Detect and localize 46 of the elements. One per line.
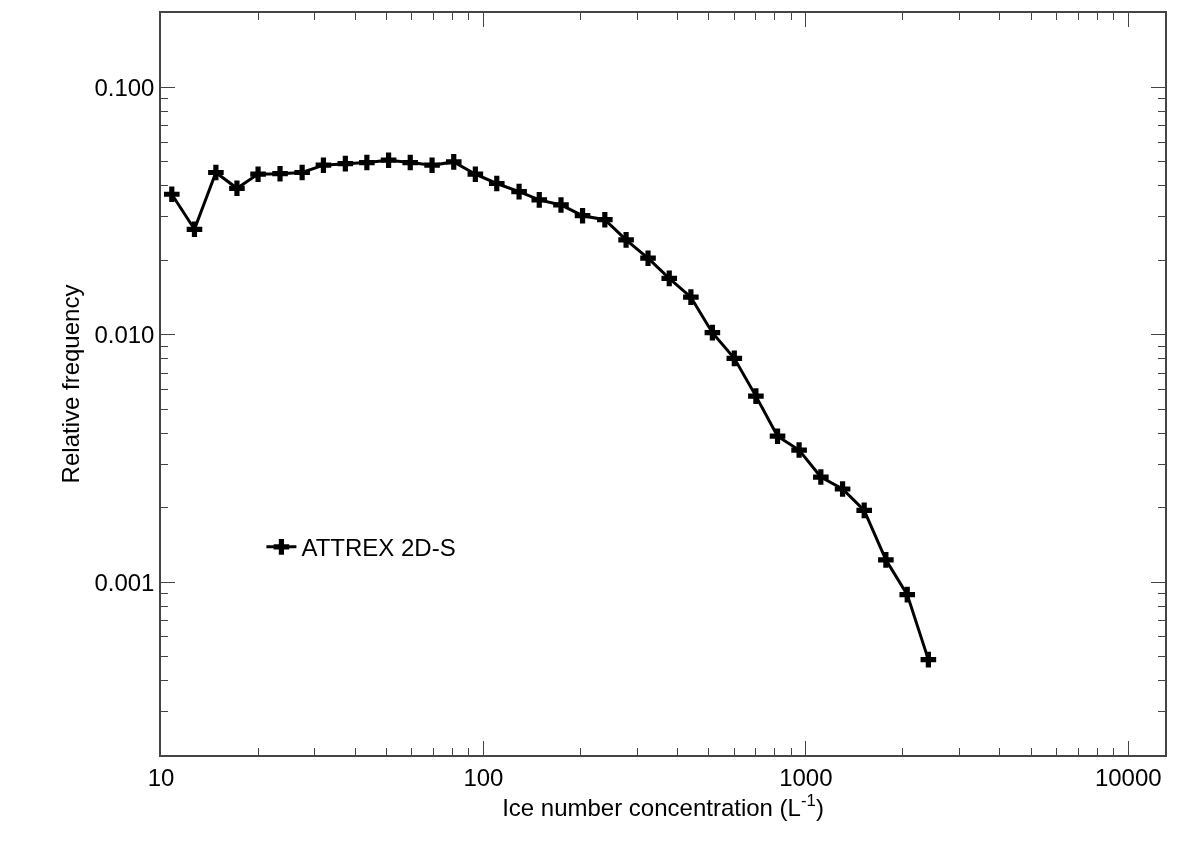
- point: [337, 155, 354, 172]
- point: [272, 165, 288, 182]
- point: [163, 186, 180, 203]
- point: [574, 207, 591, 224]
- point: [683, 289, 699, 305]
- point: [920, 651, 937, 668]
- point: [553, 197, 569, 213]
- point: [748, 388, 764, 404]
- legend-label: ATTREX 2D-S: [301, 534, 456, 562]
- point: [597, 211, 613, 228]
- point: [467, 166, 484, 182]
- point: [704, 324, 721, 341]
- y-tick-label: 0.010: [94, 321, 155, 349]
- point: [424, 157, 440, 173]
- point: [791, 442, 807, 458]
- point: [531, 192, 548, 208]
- y-tick-label: 0.001: [94, 568, 155, 596]
- point: [813, 469, 829, 485]
- x-tick-label: 1000: [779, 763, 833, 791]
- point: [294, 164, 310, 181]
- point: [359, 154, 375, 171]
- x-axis-title: Ice number concentration (L$^{-1}$): [502, 790, 824, 821]
- point: [878, 552, 894, 568]
- point: [186, 221, 203, 238]
- point: [380, 152, 397, 168]
- point: [315, 157, 332, 173]
- point: [229, 180, 245, 197]
- x-tick-label: 10: [147, 763, 175, 791]
- point: [511, 183, 527, 200]
- point: [834, 481, 851, 497]
- y-axis-title: Relative frequency: [56, 284, 84, 484]
- point: [661, 270, 678, 287]
- point: [899, 586, 916, 603]
- point: [618, 232, 634, 248]
- point: [402, 154, 419, 171]
- x-tick-label: 100: [463, 763, 504, 791]
- x-tick-label: 10000: [1094, 763, 1162, 791]
- point: [445, 154, 462, 170]
- point: [726, 350, 743, 367]
- point: [250, 166, 266, 182]
- point: [769, 428, 786, 445]
- point: [208, 164, 224, 181]
- point: [488, 175, 505, 192]
- point: [640, 250, 656, 267]
- point: [856, 502, 872, 519]
- y-tick-label: 0.100: [94, 73, 155, 101]
